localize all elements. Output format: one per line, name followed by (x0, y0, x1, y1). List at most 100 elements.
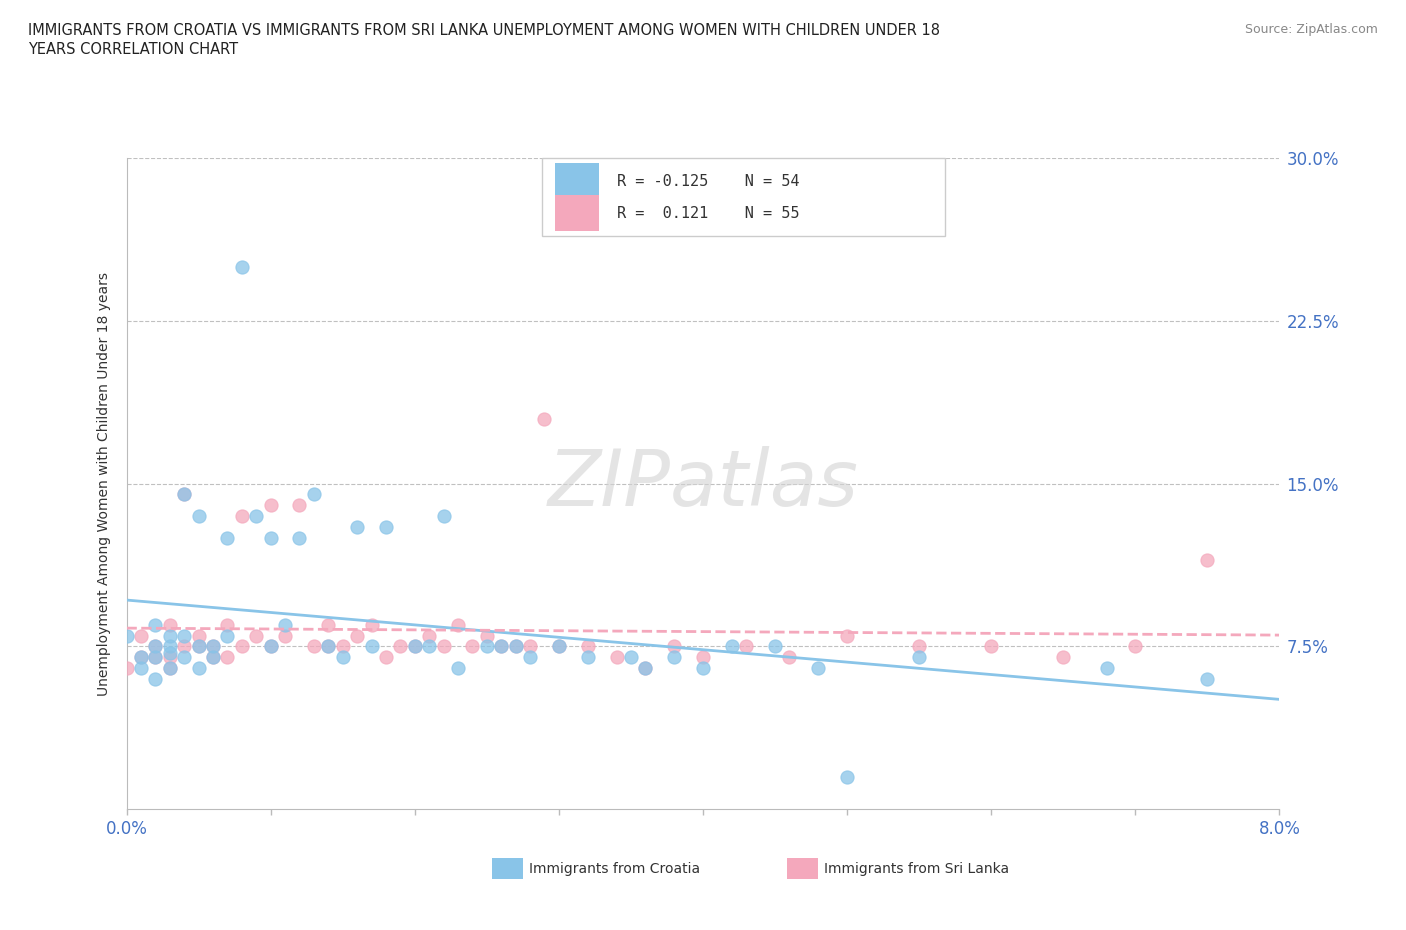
Point (332, 639, 354, 654)
Point (187, 639, 209, 654)
Point (433, 509, 456, 524)
Point (259, 530, 281, 545)
Point (259, 639, 281, 654)
Point (418, 639, 440, 654)
Point (374, 520, 398, 535)
Point (129, 660, 152, 675)
Point (389, 639, 412, 654)
Point (720, 639, 742, 654)
Point (217, 628, 239, 643)
FancyBboxPatch shape (555, 195, 599, 231)
Point (576, 650, 599, 665)
Point (201, 650, 224, 665)
Point (505, 639, 527, 654)
Point (360, 639, 382, 654)
Text: R = -0.125    N = 54: R = -0.125 N = 54 (616, 174, 799, 189)
Point (374, 650, 398, 665)
Point (404, 639, 426, 654)
Point (145, 671, 166, 686)
Point (115, 660, 138, 675)
Point (489, 639, 512, 654)
Point (634, 660, 657, 675)
Point (217, 618, 239, 632)
Point (159, 650, 181, 665)
Point (547, 639, 569, 654)
Point (908, 639, 931, 654)
Point (201, 650, 224, 665)
Point (807, 660, 830, 675)
Point (461, 639, 484, 654)
Text: Source: ZipAtlas.com: Source: ZipAtlas.com (1244, 23, 1378, 36)
Point (187, 660, 209, 675)
Point (316, 618, 339, 632)
Point (173, 628, 195, 643)
Point (692, 660, 714, 675)
Point (664, 650, 686, 665)
Point (159, 628, 181, 643)
Text: Immigrants from Croatia: Immigrants from Croatia (529, 861, 700, 876)
Point (533, 411, 555, 426)
Point (145, 650, 166, 665)
Point (187, 628, 209, 643)
Point (159, 618, 181, 632)
Point (274, 628, 297, 643)
Point (835, 628, 858, 643)
Point (519, 650, 541, 665)
Point (231, 639, 253, 654)
Point (620, 650, 643, 665)
Point (145, 639, 166, 654)
Point (1123, 639, 1146, 654)
Point (173, 487, 195, 502)
Point (145, 650, 166, 665)
Point (763, 639, 786, 654)
Point (201, 639, 224, 654)
Point (259, 639, 281, 654)
Point (404, 639, 426, 654)
Point (145, 639, 166, 654)
Text: R =  0.121    N = 55: R = 0.121 N = 55 (616, 206, 799, 220)
Text: ZIPatlas: ZIPatlas (547, 445, 859, 522)
Point (1197, 671, 1219, 686)
Point (505, 639, 527, 654)
Point (576, 639, 599, 654)
Point (605, 650, 627, 665)
Point (245, 509, 267, 524)
Point (231, 509, 253, 524)
Point (634, 660, 657, 675)
Point (217, 530, 239, 545)
Point (418, 628, 440, 643)
Point (433, 639, 456, 654)
Point (159, 645, 181, 660)
FancyBboxPatch shape (555, 164, 599, 199)
Point (547, 639, 569, 654)
Point (187, 509, 209, 524)
Point (115, 628, 138, 643)
Point (360, 618, 382, 632)
Point (217, 650, 239, 665)
Y-axis label: Unemployment Among Women with Children Under 18 years: Unemployment Among Women with Children U… (97, 272, 111, 696)
Point (1197, 552, 1219, 567)
Point (302, 639, 325, 654)
Point (288, 530, 311, 545)
Text: Immigrants from Sri Lanka: Immigrants from Sri Lanka (824, 861, 1010, 876)
Point (288, 498, 311, 512)
Point (145, 618, 166, 632)
Point (692, 650, 714, 665)
Point (159, 639, 181, 654)
Point (1052, 650, 1074, 665)
Point (302, 487, 325, 502)
Point (173, 650, 195, 665)
Point (447, 618, 470, 632)
Point (778, 650, 800, 665)
Point (159, 660, 181, 675)
Point (187, 639, 209, 654)
Point (489, 639, 512, 654)
Point (316, 639, 339, 654)
Point (159, 660, 181, 675)
Point (245, 628, 267, 643)
Point (735, 639, 758, 654)
Text: IMMIGRANTS FROM CROATIA VS IMMIGRANTS FROM SRI LANKA UNEMPLOYMENT AMONG WOMEN WI: IMMIGRANTS FROM CROATIA VS IMMIGRANTS FR… (28, 23, 941, 38)
Point (475, 639, 498, 654)
Point (835, 769, 858, 784)
Point (519, 639, 541, 654)
